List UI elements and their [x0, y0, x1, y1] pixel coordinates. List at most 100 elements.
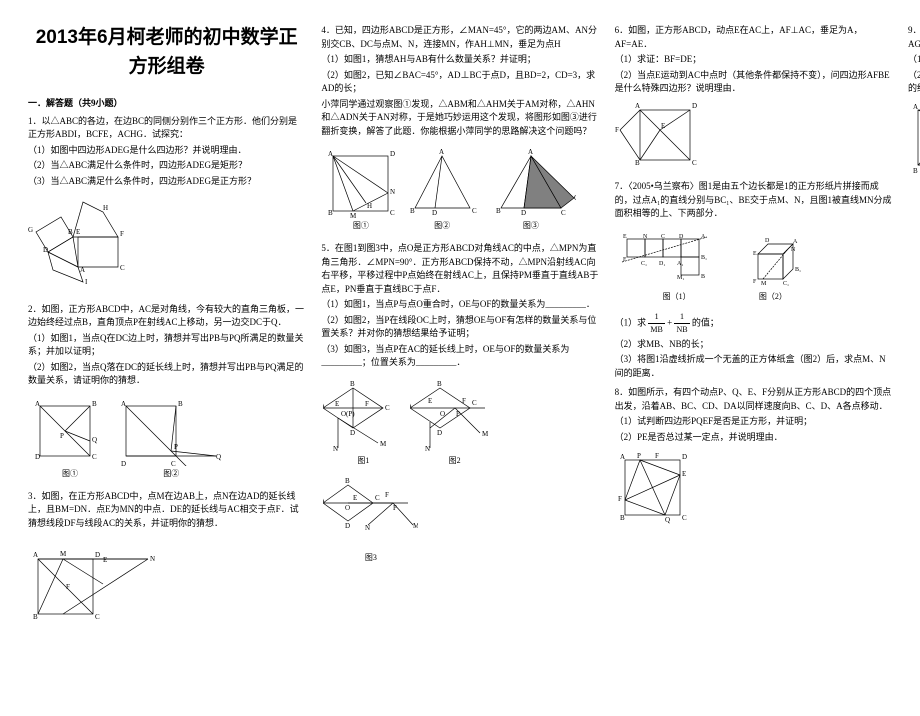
- q8: 8．如图所示，有四个动点P、Q、E、F分别从正方形ABCD的四个顶点出发，沿着A…: [615, 386, 892, 444]
- svg-text:C: C: [375, 494, 380, 502]
- svg-text:N: N: [643, 234, 648, 240]
- q7-fig2: DAB₁ EFC₁ MN 图（2）: [743, 229, 803, 303]
- svg-text:E: E: [76, 228, 80, 236]
- svg-text:E: E: [682, 470, 686, 478]
- q1-figure: DAB CFE IGH: [28, 192, 305, 297]
- svg-text:B₁: B₁: [795, 267, 801, 273]
- svg-text:M: M: [380, 440, 387, 448]
- svg-text:C: C: [561, 209, 566, 217]
- q6-stem: 6．如图，正方形ABCD，动点E在AC上，AF⊥AC，垂足为A，AF=AE．: [615, 24, 892, 51]
- q4-figs: ADCB MNH 图① ABCD 图② ABCDG 图③: [321, 144, 598, 236]
- svg-text:C: C: [95, 613, 100, 621]
- svg-text:D: D: [432, 209, 437, 217]
- section-head: 一．解答题（共9小题）: [28, 97, 305, 111]
- svg-text:D: D: [521, 209, 526, 217]
- q9: 9．已知：如图，在正方形ABCD中，点G是BC延长线上一点，连接AG，分别交BD…: [908, 24, 920, 184]
- svg-text:A: A: [328, 150, 333, 158]
- svg-text:B: B: [437, 380, 442, 388]
- svg-text:H: H: [103, 204, 108, 212]
- svg-text:N: N: [425, 445, 430, 453]
- svg-text:A: A: [323, 402, 325, 410]
- svg-text:P: P: [637, 452, 641, 460]
- q7-stem: 7．〈2005•乌兰察布〉图1是由五个边长都是1的正方形纸片拼接而成的，过点A₁…: [615, 180, 892, 221]
- q4-p1: （1）如图1，猜想AH与AB有什么数量关系？并证明；: [321, 53, 598, 67]
- q7-p3: （3）将图1沿虚线折成一个无盖的正方体纸盒（图2）后，求点M、N间的距离．: [615, 353, 892, 380]
- q5-p2: （2）如图2，当P在线段OC上时，猜想OE与OF有怎样的数量关系与位置关系？并对…: [321, 314, 598, 341]
- q2-fig1-label: 图①: [30, 468, 110, 480]
- q5-stem: 5．在图1到图3中，点O是正方形ABCD对角线AC的中点，△MPN为直角三角形．…: [321, 242, 598, 296]
- q2-p2: （2）如图2，当点Q落在DC的延长线上时，猜想并写出PB与PQ满足的数量关系，请…: [28, 361, 305, 388]
- svg-text:C: C: [385, 404, 390, 412]
- svg-text:B: B: [350, 380, 355, 388]
- svg-text:G: G: [28, 226, 33, 234]
- q7-p1: （1）求 1 MB + 1 NB 的值；: [615, 311, 892, 336]
- svg-text:C₁: C₁: [783, 281, 789, 287]
- svg-text:M: M: [413, 522, 418, 530]
- q9-p1: （1）求证：∠DAE=∠DCE；: [908, 53, 920, 67]
- q7-p2: （2）求MB、NB的长；: [615, 338, 892, 352]
- q5-fig1-label: 图1: [323, 455, 403, 467]
- svg-text:D: D: [43, 246, 48, 254]
- q5-p1: （1）如图1，当点P与点O重合时，OE与OF的数量关系为_________．: [321, 298, 598, 312]
- doc-title: 2013年6月柯老师的初中数学正方形组卷: [28, 24, 305, 81]
- q5: 5．在图1到图3中，点O是正方形ABCD对角线AC的中点，△MPN为直角三角形．…: [321, 242, 598, 568]
- svg-text:C: C: [390, 209, 395, 217]
- q9-p2: （2）当CG=CE时，试判断CF与EG之间有怎样的数量关系？并证明你的结论．: [908, 69, 920, 96]
- svg-text:B: B: [496, 207, 501, 215]
- svg-text:A: A: [913, 103, 918, 111]
- q3-figure: ADN BCM EF: [28, 534, 305, 629]
- svg-text:N: N: [390, 188, 395, 196]
- svg-text:D: D: [682, 453, 687, 461]
- q8-stem: 8．如图所示，有四个动点P、Q、E、F分别从正方形ABCD的四个顶点出发，沿着A…: [615, 386, 892, 413]
- q6-p1: （1）求证：BF=DE；: [615, 53, 892, 67]
- svg-text:F: F: [618, 495, 622, 503]
- svg-text:P: P: [393, 504, 397, 512]
- q5-p3: （3）如图3，当点P在AC的延长线上时，OE与OF的数量关系为_________…: [321, 343, 598, 370]
- svg-text:C: C: [472, 207, 477, 215]
- svg-text:F: F: [462, 397, 466, 405]
- svg-text:A: A: [410, 402, 412, 410]
- svg-text:I: I: [85, 278, 88, 286]
- svg-text:E: E: [753, 251, 757, 257]
- q2-stem: 2．如图，正方形ABCD中，AC是对角线，今有较大的直角三角板，一边始终经过点B…: [28, 303, 305, 330]
- svg-text:C: C: [92, 453, 97, 461]
- q6: 6．如图，正方形ABCD，动点E在AC上，AF⊥AC，垂足为A，AF=AE． （…: [615, 24, 892, 174]
- svg-text:F: F: [66, 583, 70, 591]
- svg-text:Q: Q: [92, 436, 97, 444]
- q8-p2: （2）PE是否总过某一定点，并说明理由．: [615, 431, 892, 445]
- svg-text:A: A: [80, 266, 85, 274]
- q4-fig2: ABCD 图②: [405, 148, 480, 232]
- q8-figure: ADCB PEQF F: [615, 450, 892, 530]
- svg-text:C₁: C₁: [641, 261, 647, 267]
- svg-text:O(P): O(P): [341, 410, 355, 418]
- q3: 3．如图，在正方形ABCD中，点M在边AB上，点N在边AD的延长线上，且BM=D…: [28, 490, 305, 629]
- svg-text:A: A: [439, 148, 444, 156]
- svg-text:A: A: [635, 102, 640, 110]
- svg-text:B: B: [913, 167, 918, 175]
- svg-text:Q: Q: [216, 453, 221, 461]
- q7-fig1: EFAB NCD C₁D₁A₁M₁ B₁ 图（1）: [617, 229, 737, 303]
- svg-text:E: E: [623, 234, 627, 240]
- q1-p2: （2）当△ABC满足什么条件时，四边形ADEG是矩形？: [28, 159, 305, 173]
- svg-text:O: O: [440, 410, 445, 418]
- q5-fig2: BCDA EFOP NM 图2: [410, 378, 500, 467]
- q9-stem: 9．已知：如图，在正方形ABCD中，点G是BC延长线上一点，连接AG，分别交BD…: [908, 24, 920, 51]
- q4: 4．已知，四边形ABCD是正方形，∠MAN=45°，它的两边AM、AN分别交CB…: [321, 24, 598, 138]
- svg-text:B: B: [178, 400, 183, 408]
- q4-stem: 4．已知，四边形ABCD是正方形，∠MAN=45°，它的两边AM、AN分别交CB…: [321, 24, 598, 51]
- svg-text:B: B: [328, 209, 333, 217]
- svg-text:C: C: [472, 399, 477, 407]
- svg-text:B₁: B₁: [701, 255, 707, 261]
- q5-fig3-label: 图3: [323, 552, 418, 564]
- svg-text:Q: Q: [665, 516, 670, 524]
- svg-text:D: D: [121, 460, 126, 466]
- q1: 1．以△ABC的各边，在边BC的同侧分别作三个正方形．他们分别是正方形ABDI，…: [28, 115, 305, 297]
- svg-text:P: P: [60, 432, 64, 440]
- svg-text:E: E: [103, 556, 107, 564]
- svg-text:B: B: [68, 228, 73, 236]
- q6-figure: ADCB FE: [615, 100, 892, 175]
- svg-text:D: D: [345, 522, 350, 530]
- svg-text:A: A: [793, 239, 798, 245]
- q8-p1: （1）试判断四边形PQEF是否是正方形，并证明；: [615, 415, 892, 429]
- svg-text:D: D: [95, 551, 100, 559]
